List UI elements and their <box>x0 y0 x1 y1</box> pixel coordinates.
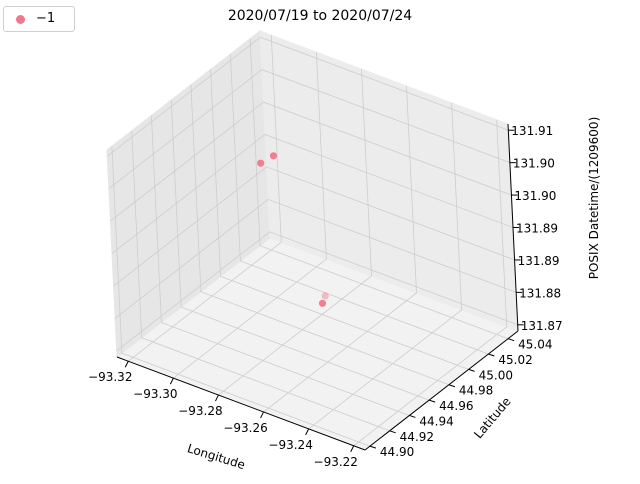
y-tick-label: 45.00 <box>479 368 513 382</box>
y-tick <box>448 384 456 388</box>
z-tick-label: 131.90 <box>514 189 556 203</box>
y-tick <box>507 338 515 342</box>
x-axis-label: Longitude <box>186 441 247 472</box>
y-tick-label: 45.02 <box>498 353 532 367</box>
y-tick <box>389 430 396 434</box>
y-gridline <box>131 130 390 432</box>
z-tick-label: 131.89 <box>516 222 558 236</box>
x-gridline <box>308 102 463 430</box>
y-tick-label: 44.96 <box>439 399 473 413</box>
x-gridline <box>128 35 282 362</box>
x-tick-label: −93.22 <box>314 455 358 469</box>
x-tick-label: −93.24 <box>268 438 312 452</box>
x-gridline <box>263 85 417 413</box>
y-gridline <box>249 38 509 340</box>
y-tick <box>429 399 436 403</box>
z-tick-label: 131.90 <box>513 157 555 171</box>
y-tick-label: 44.92 <box>400 430 434 444</box>
legend-label: −1 <box>36 11 56 26</box>
x-tick <box>305 428 310 436</box>
y-gridline <box>111 146 371 447</box>
data-point <box>269 152 278 160</box>
data-point <box>257 159 265 167</box>
y-gridline <box>170 100 430 401</box>
y-tick-label: 44.90 <box>380 445 414 459</box>
x-axis-line <box>116 356 366 451</box>
chart-title: 2020/07/19 to 2020/07/24 <box>227 8 413 24</box>
y-tick <box>488 353 495 357</box>
x-tick-label: −93.26 <box>223 421 267 435</box>
x-gridline <box>218 68 372 396</box>
y-tick-label: 45.04 <box>518 338 552 352</box>
x-gridline <box>173 52 327 379</box>
y-gridline <box>210 69 469 370</box>
data-point <box>318 299 327 307</box>
z-gridline <box>110 101 512 222</box>
data-point <box>321 292 329 300</box>
legend-marker <box>16 15 25 24</box>
z-tick-label: 131.88 <box>519 286 561 300</box>
x-tick <box>215 394 219 402</box>
x-gridline <box>353 119 508 447</box>
y-tick <box>468 368 475 372</box>
z-tick-label: 131.87 <box>521 319 563 333</box>
x-tick-label: −93.30 <box>133 387 177 401</box>
x-tick <box>124 361 129 368</box>
z-gridline <box>107 36 509 157</box>
y-axis-line <box>364 330 519 451</box>
y-tick-label: 44.94 <box>419 414 453 428</box>
z-gridline <box>116 231 518 352</box>
z-gridline <box>108 69 511 189</box>
z-axis-label: POSIX Datetime/(1209600) <box>587 117 601 280</box>
legend: −1 <box>3 6 75 32</box>
z-gridline <box>114 198 517 319</box>
y-gridline <box>190 84 450 386</box>
x-tick <box>260 411 264 419</box>
y-tick <box>409 414 416 418</box>
y-tick-label: 44.98 <box>459 384 493 398</box>
y-axis-label: Latitude <box>471 395 513 442</box>
x-tick-label: −93.32 <box>88 370 132 384</box>
y-gridline <box>230 53 489 355</box>
z-tick-label: 131.89 <box>518 254 560 268</box>
y-tick <box>369 445 377 449</box>
x-tick <box>169 377 174 385</box>
y-gridline <box>151 115 410 416</box>
z-tick-label: 131.91 <box>511 124 553 138</box>
z-gridline <box>113 166 515 287</box>
x-tick-label: −93.28 <box>178 404 222 418</box>
x-tick <box>350 445 355 452</box>
z-gridline <box>111 134 514 254</box>
